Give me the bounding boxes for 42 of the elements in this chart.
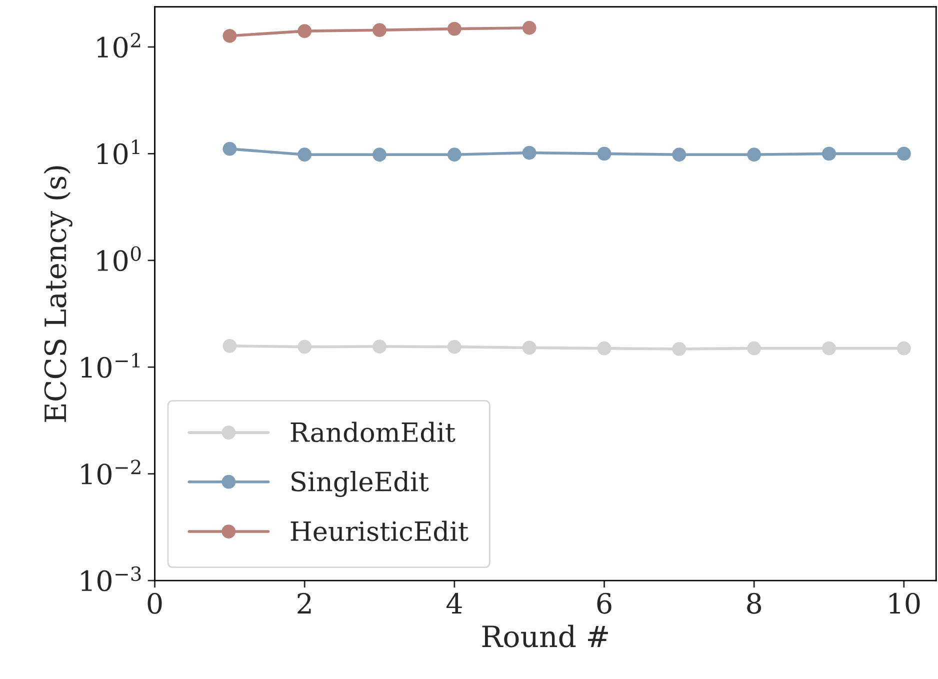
point bbox=[298, 24, 312, 38]
y-tick-label: 10$^{0}$ bbox=[97, 246, 141, 272]
point bbox=[822, 341, 836, 356]
legend-label: HeuristicEdit bbox=[290, 520, 468, 542]
point bbox=[522, 146, 536, 160]
point bbox=[372, 340, 386, 354]
x-tick-label: 6 bbox=[597, 592, 612, 614]
point bbox=[522, 20, 536, 35]
legend-label: SingleEdit bbox=[292, 471, 429, 497]
y-axis-title: ECCS Latency (s) bbox=[44, 166, 72, 422]
point bbox=[298, 340, 312, 354]
legend-label: RandomEdit bbox=[290, 422, 456, 442]
point bbox=[372, 23, 386, 38]
point bbox=[447, 340, 462, 354]
point bbox=[747, 341, 762, 356]
point bbox=[222, 338, 237, 353]
x-tick-label: 2 bbox=[298, 592, 311, 614]
y-tick-label: 10$^{−2}$ bbox=[81, 460, 140, 485]
x-tick-label: 10 bbox=[890, 592, 920, 614]
y-tick-label: 10$^{−1}$ bbox=[81, 352, 140, 378]
point bbox=[222, 142, 237, 156]
point bbox=[896, 341, 911, 356]
point bbox=[372, 148, 386, 162]
point bbox=[822, 146, 836, 161]
point bbox=[222, 28, 237, 43]
y-tick-label: 10$^{2}$ bbox=[97, 32, 140, 58]
x-tick-label: 8 bbox=[747, 592, 762, 614]
point bbox=[597, 146, 612, 161]
point bbox=[672, 342, 686, 356]
point bbox=[522, 340, 536, 355]
x-axis-title: Round # bbox=[482, 624, 608, 648]
point bbox=[597, 341, 612, 356]
point bbox=[447, 22, 462, 36]
y-tick-label: 10$^{−3}$ bbox=[81, 566, 141, 592]
point bbox=[447, 148, 462, 162]
y-tick-label: 10$^{1}$ bbox=[97, 140, 140, 164]
point bbox=[747, 148, 762, 162]
point bbox=[672, 148, 686, 162]
point bbox=[896, 146, 911, 161]
point bbox=[298, 148, 312, 162]
x-tick-label: 0 bbox=[148, 592, 162, 614]
x-tick-label: 4 bbox=[446, 592, 462, 614]
